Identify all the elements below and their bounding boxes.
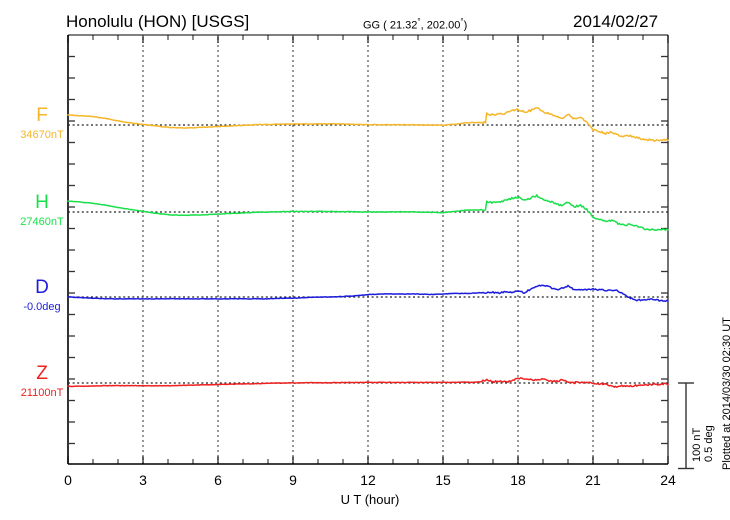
geographic-coordinates: GG ( 21.32°, 202.00°): [363, 17, 467, 32]
xtick-label-24: 24: [660, 472, 676, 488]
coords-suffix: ): [463, 19, 468, 32]
component-label-h: H: [35, 192, 49, 213]
degree-symbol-icon: °: [460, 17, 464, 26]
xtick-label-12: 12: [360, 472, 376, 488]
component-label-f: F: [36, 105, 48, 126]
xtick-label-3: 3: [139, 472, 147, 488]
xtick-label-6: 6: [214, 472, 222, 488]
plot-gridlines: [142, 35, 594, 464]
plot-frame: [67, 34, 669, 465]
component-value-h: 27460nT: [20, 216, 64, 228]
component-value-d: -0.0deg: [23, 301, 61, 313]
observation-date: 2014/02/27: [573, 12, 659, 31]
xtick-label-18: 18: [510, 472, 526, 488]
component-label-z: Z: [36, 363, 48, 384]
xtick-label-15: 15: [435, 472, 451, 488]
scale-bar-icon: [678, 382, 694, 470]
component-value-f: 34670nT: [20, 129, 64, 141]
xtick-label-9: 9: [289, 472, 297, 488]
component-traces: [67, 107, 669, 388]
coords-mid: , 202.00: [420, 19, 461, 32]
component-value-z: 21100nT: [20, 387, 64, 399]
component-label-d: D: [35, 277, 49, 298]
component-baselines: [68, 124, 668, 384]
x-axis-title: U T (hour): [340, 492, 400, 507]
page-title: Honolulu (HON) [USGS]: [66, 12, 250, 31]
xtick-label-21: 21: [585, 472, 601, 488]
xtick-label-0: 0: [64, 472, 72, 488]
degree-symbol-icon: °: [417, 17, 421, 26]
coords-prefix: GG ( 21.32: [363, 19, 418, 32]
